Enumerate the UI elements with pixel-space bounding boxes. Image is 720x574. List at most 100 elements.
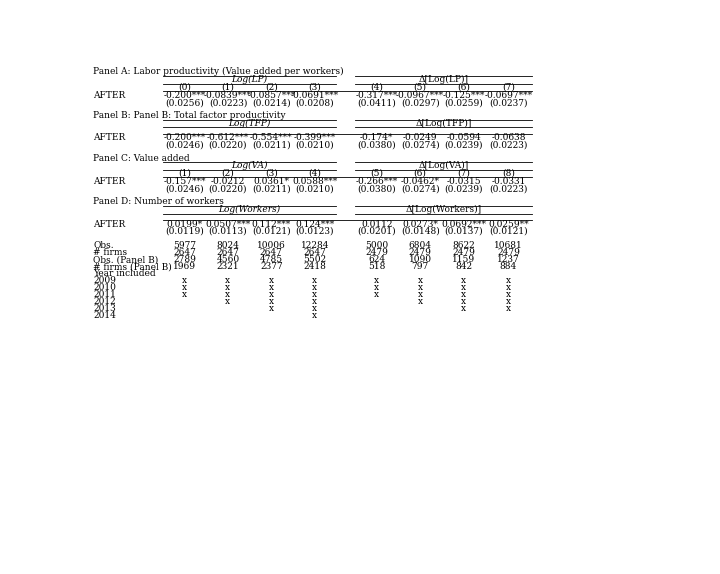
Text: Log(VA): Log(VA) <box>231 161 268 170</box>
Text: x: x <box>312 304 318 313</box>
Text: (0.0211): (0.0211) <box>252 184 291 193</box>
Text: 2647: 2647 <box>173 248 196 257</box>
Text: x: x <box>269 276 274 285</box>
Text: (0.0137): (0.0137) <box>444 227 483 236</box>
Text: 2418: 2418 <box>303 262 326 271</box>
Text: Obs.: Obs. <box>93 241 114 250</box>
Text: 884: 884 <box>500 262 517 271</box>
Text: x: x <box>312 283 318 292</box>
Text: Log(TFP): Log(TFP) <box>228 119 271 128</box>
Text: (0.0208): (0.0208) <box>295 98 334 107</box>
Text: (0.0274): (0.0274) <box>401 141 439 149</box>
Text: 2479: 2479 <box>409 248 431 257</box>
Text: 0.112***: 0.112*** <box>252 220 291 228</box>
Text: (0.0274): (0.0274) <box>401 184 439 193</box>
Text: -0.125***: -0.125*** <box>442 91 485 100</box>
Text: AFTER: AFTER <box>93 134 125 142</box>
Text: (0.0201): (0.0201) <box>357 227 396 236</box>
Text: (0.0210): (0.0210) <box>295 141 334 149</box>
Text: x: x <box>225 276 230 285</box>
Text: -0.0594: -0.0594 <box>446 134 481 142</box>
Text: 1237: 1237 <box>497 255 520 264</box>
Text: Panel A: Labor productivity (Value added per workers): Panel A: Labor productivity (Value added… <box>93 67 343 76</box>
Text: Log(Workers): Log(Workers) <box>219 205 281 214</box>
Text: Δ[Log(LP)]: Δ[Log(LP)] <box>418 75 469 84</box>
Text: (0): (0) <box>178 83 191 92</box>
Text: Δ[Log(TFP)]: Δ[Log(TFP)] <box>415 119 472 128</box>
Text: (6): (6) <box>414 169 426 178</box>
Text: (1): (1) <box>178 169 191 178</box>
Text: 0.0259**: 0.0259** <box>488 220 528 228</box>
Text: 2014: 2014 <box>93 311 116 320</box>
Text: 5502: 5502 <box>303 255 326 264</box>
Text: 10006: 10006 <box>257 241 286 250</box>
Text: (0.0246): (0.0246) <box>165 141 204 149</box>
Text: (0.0211): (0.0211) <box>252 141 291 149</box>
Text: (0.0246): (0.0246) <box>165 184 204 193</box>
Text: x: x <box>418 283 423 292</box>
Text: x: x <box>506 297 511 306</box>
Text: x: x <box>418 276 423 285</box>
Text: 2013: 2013 <box>93 304 116 313</box>
Text: (0.0239): (0.0239) <box>444 184 483 193</box>
Text: x: x <box>269 290 274 299</box>
Text: -0.0839***: -0.0839*** <box>204 91 252 100</box>
Text: 624: 624 <box>368 255 385 264</box>
Text: x: x <box>461 283 466 292</box>
Text: x: x <box>312 311 318 320</box>
Text: (0.0256): (0.0256) <box>165 98 204 107</box>
Text: -0.0638: -0.0638 <box>491 134 526 142</box>
Text: (0.0380): (0.0380) <box>357 141 396 149</box>
Text: 2647: 2647 <box>260 248 283 257</box>
Text: (0.0223): (0.0223) <box>490 184 528 193</box>
Text: -0.554***: -0.554*** <box>250 134 292 142</box>
Text: (0.0119): (0.0119) <box>165 227 204 236</box>
Text: -0.0967***: -0.0967*** <box>396 91 444 100</box>
Text: (5): (5) <box>370 169 383 178</box>
Text: -0.174*: -0.174* <box>360 134 393 142</box>
Text: (6): (6) <box>457 83 470 92</box>
Text: 8024: 8024 <box>217 241 239 250</box>
Text: x: x <box>506 276 511 285</box>
Text: Log(LP): Log(LP) <box>232 75 268 84</box>
Text: (0.0259): (0.0259) <box>444 98 483 107</box>
Text: x: x <box>225 283 230 292</box>
Text: (0.0223): (0.0223) <box>490 141 528 149</box>
Text: x: x <box>506 283 511 292</box>
Text: -0.0462*: -0.0462* <box>400 177 440 187</box>
Text: Year included: Year included <box>93 269 156 278</box>
Text: 10681: 10681 <box>494 241 523 250</box>
Text: 2479: 2479 <box>365 248 388 257</box>
Text: x: x <box>269 304 274 313</box>
Text: -0.399***: -0.399*** <box>294 134 336 142</box>
Text: -0.0857***: -0.0857*** <box>247 91 295 100</box>
Text: 797: 797 <box>412 262 429 271</box>
Text: 5000: 5000 <box>365 241 388 250</box>
Text: 0.0199*: 0.0199* <box>166 220 202 228</box>
Text: 0.0361*: 0.0361* <box>253 177 289 187</box>
Text: 0.0692***: 0.0692*** <box>441 220 486 228</box>
Text: (0.0113): (0.0113) <box>209 227 247 236</box>
Text: -0.0331: -0.0331 <box>491 177 526 187</box>
Text: (0.0121): (0.0121) <box>489 227 528 236</box>
Text: 4560: 4560 <box>217 255 240 264</box>
Text: (0.0297): (0.0297) <box>401 98 439 107</box>
Text: x: x <box>418 297 423 306</box>
Text: -0.0212: -0.0212 <box>211 177 245 187</box>
Text: 0.0273*: 0.0273* <box>402 220 438 228</box>
Text: 12284: 12284 <box>300 241 329 250</box>
Text: (4): (4) <box>370 83 383 92</box>
Text: -0.0697***: -0.0697*** <box>485 91 533 100</box>
Text: 2647: 2647 <box>217 248 239 257</box>
Text: x: x <box>225 290 230 299</box>
Text: # firms (Panel B): # firms (Panel B) <box>93 262 172 271</box>
Text: (2): (2) <box>265 83 278 92</box>
Text: x: x <box>269 283 274 292</box>
Text: 0.0507***: 0.0507*** <box>205 220 251 228</box>
Text: x: x <box>461 297 466 306</box>
Text: (0.0214): (0.0214) <box>252 98 291 107</box>
Text: (0.0380): (0.0380) <box>357 184 396 193</box>
Text: 2647: 2647 <box>303 248 326 257</box>
Text: (0.0220): (0.0220) <box>209 141 247 149</box>
Text: x: x <box>312 290 318 299</box>
